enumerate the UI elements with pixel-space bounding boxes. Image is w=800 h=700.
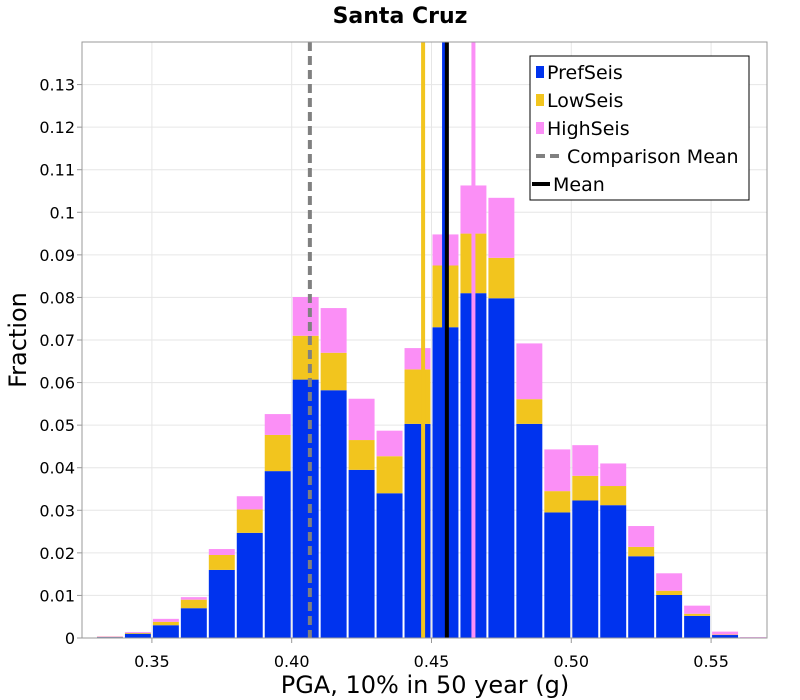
bar-highseis: [292, 297, 319, 336]
bar-prefseis: [320, 390, 347, 638]
bar-lowseis: [628, 546, 655, 557]
bar-prefseis: [488, 298, 515, 638]
bar-lowseis: [656, 590, 683, 596]
bar-lowseis: [152, 621, 179, 626]
bar-prefseis: [684, 615, 711, 638]
bar-highseis: [488, 197, 515, 258]
bar-lowseis: [124, 632, 151, 634]
bar-prefseis: [656, 595, 683, 638]
bar-highseis: [376, 430, 403, 457]
y-tick-label: 0.04: [39, 459, 75, 478]
bar-prefseis: [292, 379, 319, 638]
y-tick-label: 0.12: [39, 118, 75, 137]
bar-highseis: [208, 549, 235, 555]
bar-highseis: [152, 618, 179, 622]
legend-label: HighSeis: [547, 118, 630, 140]
bar-lowseis: [488, 257, 515, 299]
bar-highseis: [712, 631, 739, 635]
bar-lowseis: [684, 613, 711, 616]
bar-highseis: [236, 496, 263, 510]
x-tick-label: 0.55: [693, 652, 729, 671]
legend-swatch-highseis: [536, 122, 544, 134]
bar-prefseis: [180, 608, 207, 638]
bar-highseis: [544, 449, 571, 492]
legend-label: PrefSeis: [547, 62, 623, 84]
bar-lowseis: [600, 486, 627, 506]
bar-prefseis: [152, 625, 179, 638]
bars: [96, 185, 766, 638]
y-tick-label: 0.08: [39, 288, 75, 307]
legend-label: LowSeis: [547, 90, 623, 112]
bar-highseis: [264, 414, 291, 435]
legend-swatch-prefseis: [536, 66, 544, 78]
bar-prefseis: [572, 500, 599, 638]
bar-lowseis: [208, 554, 235, 570]
bar-prefseis: [600, 505, 627, 638]
chart-title: Santa Cruz: [333, 4, 468, 29]
bar-prefseis: [124, 633, 151, 638]
bar-prefseis: [348, 469, 375, 638]
bar-highseis: [628, 526, 655, 547]
x-tick-label: 0.50: [553, 652, 589, 671]
bar-lowseis: [348, 440, 375, 470]
legend-label: Mean: [553, 174, 605, 196]
bar-prefseis: [516, 423, 543, 638]
y-tick-label: 0: [65, 629, 75, 648]
bar-lowseis: [404, 369, 431, 424]
x-tick-label: 0.45: [414, 652, 450, 671]
bar-highseis: [348, 398, 375, 441]
y-tick-label: 0.11: [39, 161, 75, 180]
legend-label: Comparison Mean: [567, 146, 739, 168]
bar-lowseis: [320, 352, 347, 391]
bar-prefseis: [712, 635, 739, 638]
y-tick-label: 0.09: [39, 246, 75, 265]
bar-lowseis: [376, 456, 403, 494]
bar-lowseis: [572, 475, 599, 501]
legend: PrefSeis LowSeis HighSeis Comparison Mean Me…: [529, 55, 750, 201]
bar-highseis: [124, 632, 151, 633]
x-tick-label: 0.35: [134, 652, 170, 671]
y-tick-label: 0.13: [39, 76, 75, 95]
bar-prefseis: [264, 471, 291, 638]
y-tick-label: 0.06: [39, 374, 75, 393]
bar-prefseis: [628, 556, 655, 638]
bar-highseis: [600, 463, 627, 487]
bar-prefseis: [404, 423, 431, 638]
x-axis-title: PGA, 10% in 50 year (g): [281, 671, 570, 699]
bar-highseis: [404, 348, 431, 370]
bar-highseis: [684, 605, 711, 614]
legend-box: [529, 55, 750, 201]
vertical-lines: [307, 42, 476, 638]
bar-lowseis: [516, 399, 543, 424]
y-tick-label: 0.02: [39, 544, 75, 563]
bar-highseis: [180, 597, 207, 600]
y-tick-label: 0.01: [39, 586, 75, 605]
bar-highseis: [516, 343, 543, 400]
x-axis-ticks: 0.35 0.40 0.45 0.50 0.55: [134, 638, 729, 671]
bar-lowseis: [544, 491, 571, 513]
y-tick-label: 0.07: [39, 331, 75, 350]
bar-lowseis: [236, 509, 263, 533]
bar-prefseis: [236, 532, 263, 638]
y-tick-label: 0.03: [39, 501, 75, 520]
y-tick-label: 0.1: [50, 203, 75, 222]
bar-prefseis: [544, 512, 571, 638]
bar-lowseis: [180, 599, 207, 609]
bar-prefseis: [208, 569, 235, 638]
bar-lowseis: [264, 434, 291, 472]
bar-lowseis: [292, 335, 319, 380]
y-axis-title: Fraction: [4, 292, 32, 388]
x-tick-label: 0.40: [274, 652, 310, 671]
bar-highseis: [656, 573, 683, 591]
bar-prefseis: [376, 493, 403, 638]
y-tick-label: 0.05: [39, 416, 75, 435]
legend-swatch-lowseis: [536, 94, 544, 106]
bar-highseis: [572, 445, 599, 476]
y-axis-ticks: 0 0.01 0.02 0.03 0.04 0.05 0.06 0.07 0.08 0.09 0.1…: [39, 76, 82, 648]
bar-highseis: [320, 308, 347, 353]
